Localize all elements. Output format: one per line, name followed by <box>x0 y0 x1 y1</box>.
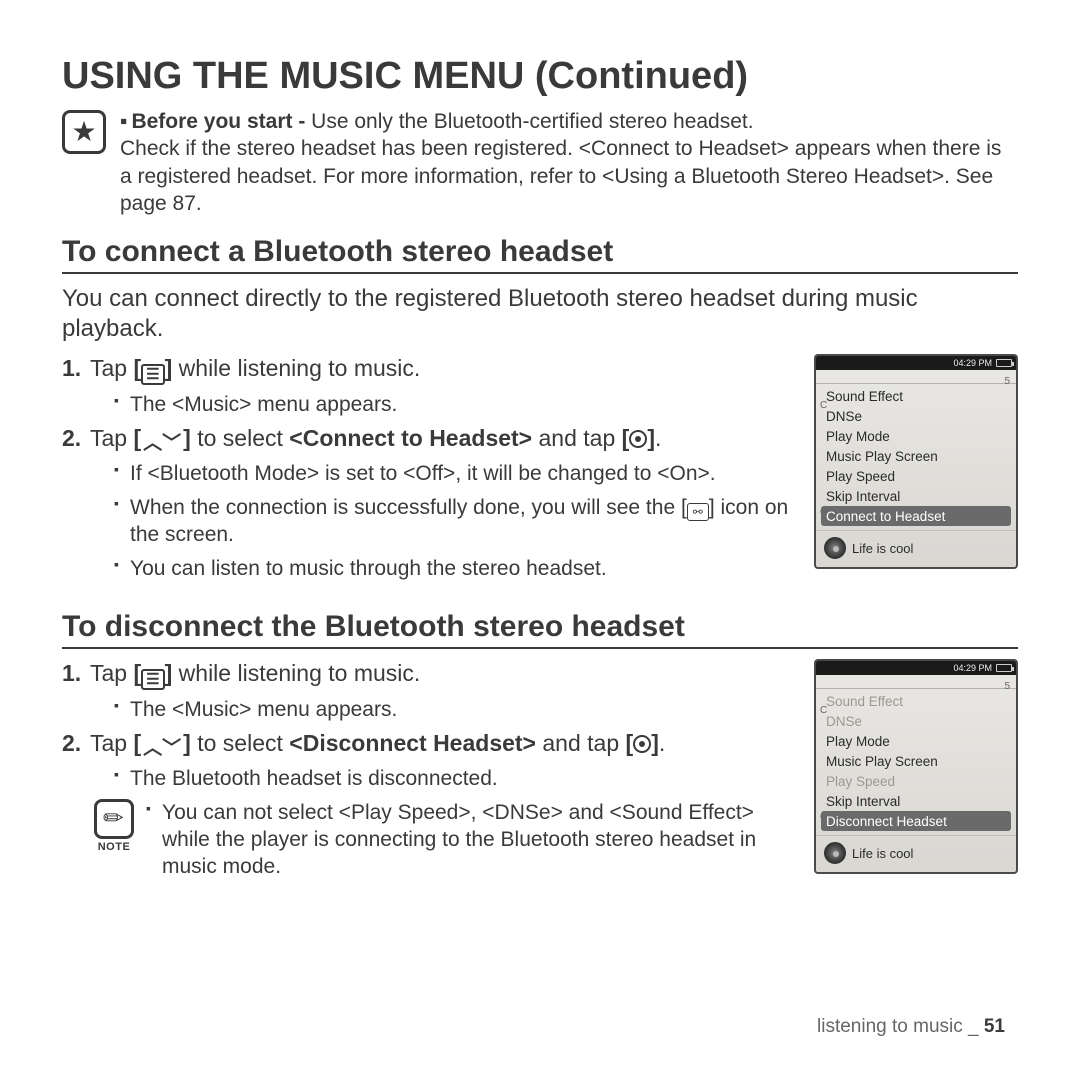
s1-step1: 1.Tap [☰] while listening to music. <box>62 354 796 385</box>
updown-icon: ︿﹀ <box>141 434 183 453</box>
device-time: 04:29 PM <box>953 663 992 673</box>
section-heading-disconnect: To disconnect the Bluetooth stereo heads… <box>62 610 1018 649</box>
menu-icon: ☰ <box>141 364 164 385</box>
list-item: Sound Effect <box>824 691 1008 711</box>
s1-step2-sub3: You can listen to music through the ster… <box>114 555 796 582</box>
s2-step2-sub1: The Bluetooth headset is disconnected. <box>114 765 796 792</box>
intro-block: ★ ▪Before you start - Use only the Bluet… <box>62 108 1018 217</box>
list-item: Play Mode <box>824 426 1008 446</box>
device-menu: Sound Effect DNSe Play Mode Music Play S… <box>816 689 1016 835</box>
list-item: Music Play Screen <box>824 446 1008 466</box>
note-block: ✎ NOTE You can not select <Play Speed>, … <box>94 799 796 881</box>
updown-icon: ︿﹀ <box>141 739 183 758</box>
device-statusbar: 04:29 PM <box>816 356 1016 370</box>
s1-step2-sub1: If <Bluetooth Mode> is set to <Off>, it … <box>114 460 796 487</box>
device-nowplaying: Life is cool <box>816 530 1016 567</box>
s2-step2: 2.Tap [︿﹀] to select <Disconnect Headset… <box>62 729 796 759</box>
note-icon: ✎ <box>94 799 134 839</box>
list-item: Music Play Screen <box>824 751 1008 771</box>
list-item: DNSe <box>824 406 1008 426</box>
device-menu: Sound Effect DNSe Play Mode Music Play S… <box>816 384 1016 530</box>
s1-step2: 2.Tap [︿﹀] to select <Connect to Headset… <box>62 424 796 454</box>
battery-icon <box>996 664 1012 672</box>
page-title: USING THE MUSIC MENU (Continued) <box>62 55 1018 98</box>
page-footer: listening to music _ 51 <box>817 1016 1005 1038</box>
device-nowplaying: Life is cool <box>816 835 1016 872</box>
section-heading-connect: To connect a Bluetooth stereo headset <box>62 235 1018 274</box>
disc-icon <box>824 537 846 559</box>
list-item-selected: Disconnect Headset <box>821 811 1011 831</box>
battery-icon <box>996 359 1012 367</box>
list-item-selected: Connect to Headset <box>821 506 1011 526</box>
list-item: Play Mode <box>824 731 1008 751</box>
device-time: 04:29 PM <box>953 358 992 368</box>
list-item: Skip Interval <box>824 791 1008 811</box>
select-icon <box>629 430 647 448</box>
s2-step1-sub: The <Music> menu appears. <box>114 696 796 723</box>
note-label: NOTE <box>94 841 134 853</box>
s1-step2-sub2: When the connection is successfully done… <box>114 494 796 549</box>
device-screenshot-connect: 04:29 PM 5 7 C o Sound Effect DNSe Play … <box>814 354 1018 569</box>
list-item: DNSe <box>824 711 1008 731</box>
list-item: Sound Effect <box>824 386 1008 406</box>
star-icon: ★ <box>62 110 106 154</box>
menu-icon: ☰ <box>141 669 164 690</box>
bluetooth-connected-icon: ⚯ <box>687 503 709 521</box>
section1-body: You can connect directly to the register… <box>62 284 1018 344</box>
device-screenshot-disconnect: 04:29 PM 5 7 C o Sound Effect DNSe Play … <box>814 659 1018 874</box>
intro-text: ▪Before you start - Use only the Bluetoo… <box>120 108 1018 217</box>
list-item: Play Speed <box>824 466 1008 486</box>
select-icon <box>633 735 651 753</box>
s1-step1-sub: The <Music> menu appears. <box>114 391 796 418</box>
list-item: Skip Interval <box>824 486 1008 506</box>
device-track: Life is cool <box>852 541 913 556</box>
list-item: Play Speed <box>824 771 1008 791</box>
note-text: You can not select <Play Speed>, <DNSe> … <box>146 799 796 881</box>
s2-step1: 1.Tap [☰] while listening to music. <box>62 659 796 690</box>
disc-icon <box>824 842 846 864</box>
device-track: Life is cool <box>852 846 913 861</box>
device-statusbar: 04:29 PM <box>816 661 1016 675</box>
